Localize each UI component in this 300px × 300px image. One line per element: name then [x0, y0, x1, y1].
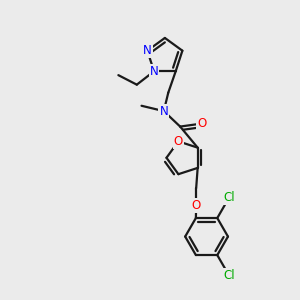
Text: Cl: Cl [224, 191, 235, 204]
Text: Cl: Cl [224, 269, 235, 282]
Text: O: O [192, 199, 201, 212]
Text: N: N [143, 44, 152, 57]
Text: O: O [174, 135, 183, 148]
Text: O: O [197, 117, 206, 130]
Text: N: N [159, 105, 168, 118]
Text: N: N [150, 65, 158, 78]
